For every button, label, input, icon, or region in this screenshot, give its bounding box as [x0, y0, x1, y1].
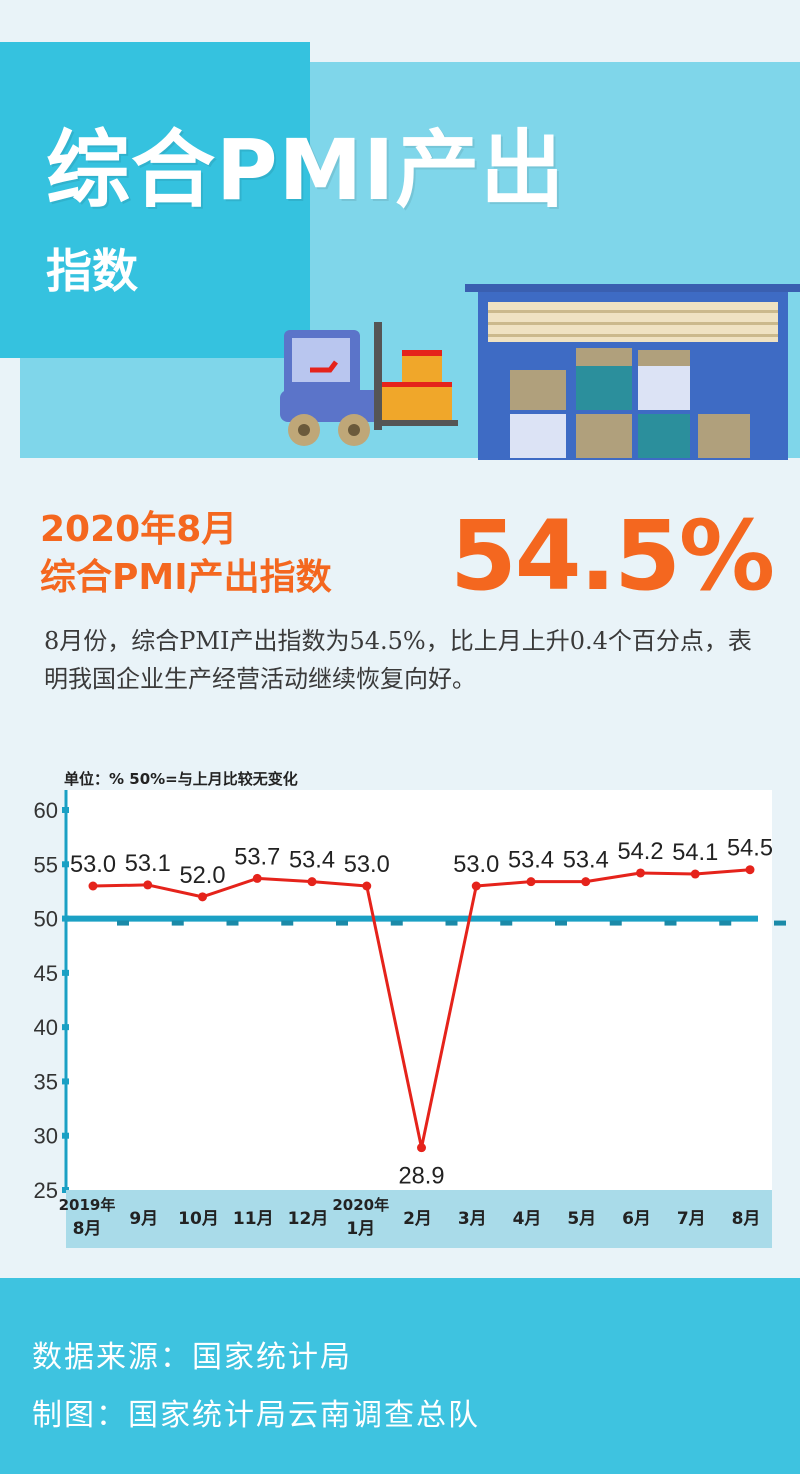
x-tick-label-year: 2020年	[332, 1196, 389, 1214]
x-tick-label-year: 2019年	[59, 1196, 116, 1214]
y-tick-label: 40	[34, 1015, 58, 1040]
data-label: 53.4	[508, 847, 554, 874]
headline-value: 54.5%	[450, 500, 775, 612]
y-tick-mark	[62, 861, 69, 868]
pmi-line-chart: 25 30 35 40 45 50 55 60 53.0 53.1 52.0 53.7 53.4 53.0…	[0, 790, 800, 1260]
data-label: 53.0	[453, 851, 499, 878]
reference-line-marker	[390, 920, 403, 926]
forklift-icon	[280, 322, 458, 446]
data-point	[690, 869, 700, 879]
data-label: 53.0	[70, 851, 116, 878]
warehouse-icon	[465, 284, 800, 460]
x-axis-band	[66, 1190, 772, 1248]
y-tick-label: 45	[34, 961, 58, 986]
data-point	[636, 868, 645, 878]
data-label: 53.7	[234, 843, 280, 870]
y-tick-label: 60	[34, 798, 58, 823]
x-tick-label: 1月	[346, 1219, 375, 1239]
x-tick-label: 2月	[403, 1209, 432, 1229]
data-point	[252, 873, 262, 883]
footer: 数据来源：国家统计局 制图：国家统计局云南调查总队	[0, 1278, 800, 1474]
hero-subtitle: 指数	[46, 244, 138, 298]
data-label: 28.9	[399, 1163, 445, 1190]
reference-line-marker	[171, 920, 184, 926]
reference-line-marker	[281, 920, 294, 926]
y-tick-mark	[62, 807, 69, 813]
y-tick-label: 35	[34, 1069, 58, 1094]
data-point	[307, 877, 317, 887]
x-tick-label: 9月	[129, 1209, 158, 1229]
reference-line-marker	[609, 920, 622, 926]
data-label: 52.0	[180, 862, 226, 889]
x-tick-label: 3月	[458, 1209, 487, 1229]
data-point	[526, 877, 536, 887]
chart-unit-note: 单位：% 50%=与上月比较无变化	[64, 770, 298, 788]
x-tick-label: 4月	[513, 1209, 542, 1229]
data-point	[745, 865, 755, 875]
data-label: 54.2	[618, 838, 664, 865]
data-label: 54.1	[672, 839, 718, 866]
data-point	[198, 892, 207, 902]
hero-accent-block	[0, 42, 310, 358]
reference-line-marker	[774, 920, 786, 926]
plot-area	[66, 790, 772, 1190]
description-text: 8月份，综合PMI产出指数为54.5%，比上月上升0.4个百分点，表明我国企业生…	[44, 627, 752, 693]
hero-title: 综合PMI产出	[46, 121, 566, 219]
data-point	[581, 877, 591, 887]
y-tick-mark	[62, 969, 69, 976]
reference-line-marker	[500, 920, 513, 926]
data-label: 53.4	[289, 847, 335, 874]
headline-date: 2020年8月	[40, 509, 238, 550]
chart-svg: 25 30 35 40 45 50 55 60 53.0 53.1 52.0 53.7 53.4 53.0…	[34, 790, 786, 1248]
x-tick-label: 7月	[677, 1209, 706, 1229]
data-label: 53.4	[563, 847, 609, 874]
data-label: 54.5	[727, 835, 773, 862]
reference-line-marker	[664, 920, 677, 926]
warehouse-forklift-illustration	[280, 284, 800, 460]
data-point	[417, 1143, 426, 1153]
reference-line-marker	[336, 920, 348, 926]
data-point	[471, 881, 481, 891]
reference-line-marker	[445, 920, 458, 926]
y-tick-mark	[62, 1132, 69, 1139]
data-label: 53.1	[125, 850, 171, 877]
data-point	[143, 880, 153, 890]
x-tick-label: 8月	[73, 1219, 102, 1239]
x-tick-label: 5月	[567, 1209, 596, 1229]
headline-metric: 综合PMI产出指数	[40, 557, 332, 598]
y-tick-label: 30	[34, 1124, 58, 1149]
headline: 2020年8月 综合PMI产出指数	[40, 506, 332, 602]
y-tick-label: 25	[34, 1178, 58, 1203]
y-tick-mark	[62, 1078, 69, 1085]
data-label: 53.0	[344, 851, 390, 878]
footer-source: 数据来源：国家统计局	[32, 1340, 352, 1375]
reference-line-marker	[117, 920, 129, 926]
x-tick-label: 8月	[732, 1209, 761, 1229]
reference-line-marker	[226, 920, 239, 926]
x-tick-label: 6月	[622, 1209, 651, 1229]
x-tick-label: 10月	[178, 1209, 219, 1229]
y-tick-mark	[62, 1024, 69, 1031]
y-tick-mark	[62, 915, 69, 922]
footer-credit: 制图：国家统计局云南调查总队	[32, 1398, 480, 1433]
y-tick-label: 55	[34, 852, 58, 877]
data-point	[88, 881, 98, 891]
y-tick-mark	[62, 1187, 69, 1193]
x-tick-label: 12月	[288, 1209, 329, 1229]
x-tick-label: 11月	[233, 1209, 274, 1229]
reference-line-marker	[555, 920, 567, 926]
reference-line-marker	[719, 920, 732, 926]
y-tick-label: 50	[34, 907, 58, 932]
data-point	[362, 881, 372, 891]
